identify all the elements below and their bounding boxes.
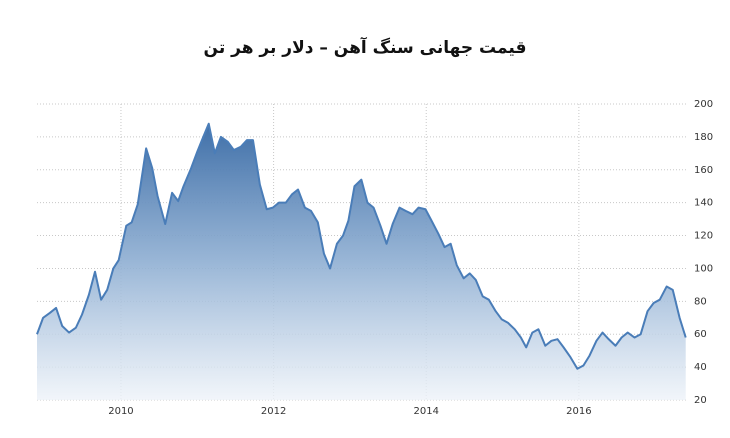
y-tick-label: 120 bbox=[694, 231, 713, 242]
chart-title: قیمت جهانی سنگ آهن – دلار بر هر تن bbox=[204, 36, 527, 58]
area-line bbox=[36, 122, 687, 370]
area-fill bbox=[37, 123, 686, 400]
y-tick-label: 160 bbox=[694, 165, 713, 176]
y-tick-label: 140 bbox=[694, 198, 713, 209]
y-tick-label: 200 bbox=[694, 99, 713, 110]
y-tick-label: 100 bbox=[694, 263, 713, 274]
y-tick-label: 20 bbox=[694, 395, 707, 406]
x-tick-label: 2016 bbox=[566, 406, 591, 417]
y-tick-label: 40 bbox=[694, 362, 707, 373]
y-tick-label: 60 bbox=[694, 329, 707, 340]
x-tick-label: 2014 bbox=[413, 406, 438, 417]
x-tick-label: 2010 bbox=[108, 406, 133, 417]
x-tick-label: 2012 bbox=[261, 406, 286, 417]
y-tick-label: 80 bbox=[694, 296, 707, 307]
y-tick-label: 180 bbox=[694, 132, 713, 143]
